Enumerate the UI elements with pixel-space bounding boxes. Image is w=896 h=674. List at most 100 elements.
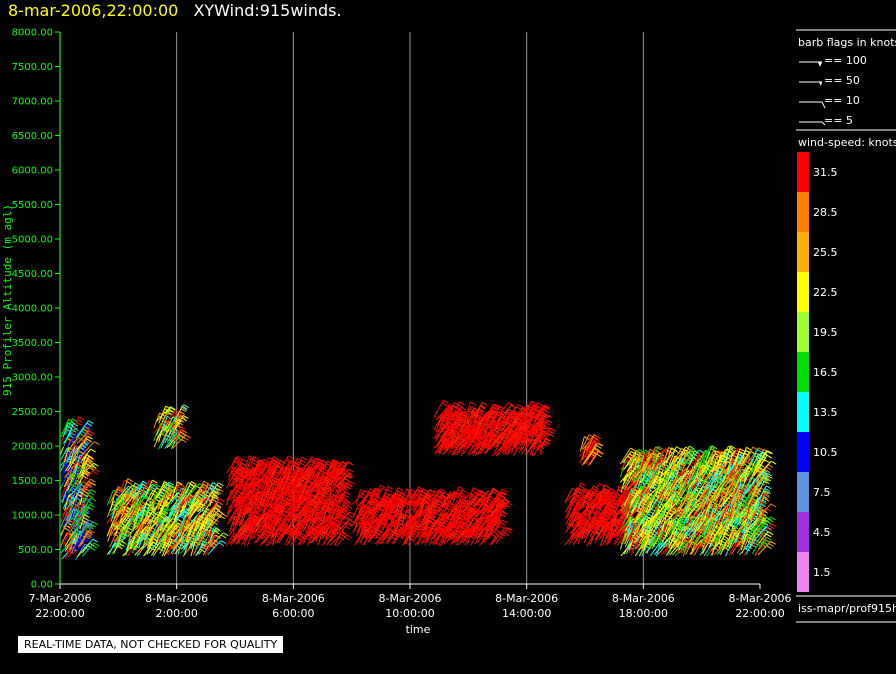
wind-barb bbox=[205, 514, 222, 532]
wind-barb bbox=[79, 497, 92, 515]
x-tick-label: 22:00:00 bbox=[735, 607, 784, 620]
speed-label: 31.5 bbox=[813, 166, 838, 179]
wind-barb bbox=[174, 405, 188, 423]
barb-legend-label: == 100 bbox=[824, 54, 867, 67]
x-tick-label: 8-Mar-2006 bbox=[612, 592, 675, 605]
wind-barb bbox=[209, 532, 229, 547]
y-tick-label: 1500.00 bbox=[12, 476, 53, 487]
speed-swatch bbox=[797, 392, 809, 432]
wind-barb bbox=[156, 480, 170, 498]
y-tick-label: 2000.00 bbox=[12, 442, 53, 453]
wind-barb bbox=[230, 456, 241, 473]
wind-barb bbox=[121, 478, 133, 498]
barb-legend-entry: == 50 bbox=[799, 74, 860, 87]
wind-barb bbox=[261, 457, 274, 477]
wind-barb bbox=[144, 479, 158, 498]
x-tick-label: 8-Mar-2006 bbox=[262, 592, 325, 605]
speed-swatch bbox=[797, 432, 809, 472]
wind-barb bbox=[209, 513, 228, 529]
wind-barb bbox=[159, 507, 171, 523]
y-tick-label: 4000.00 bbox=[12, 304, 53, 315]
wind-barb bbox=[81, 468, 100, 485]
y-tick-label: 0.00 bbox=[31, 580, 53, 591]
y-tick-label: 3000.00 bbox=[12, 373, 53, 384]
x-tick-label: 8-Mar-2006 bbox=[379, 592, 442, 605]
wind-barb bbox=[207, 540, 227, 555]
barb-legend-title: barb flags in knots bbox=[798, 36, 896, 49]
wind-barb bbox=[171, 481, 183, 499]
wind-barb bbox=[81, 478, 96, 491]
wind-barb bbox=[81, 430, 95, 444]
wind-barb bbox=[81, 538, 98, 554]
barb-legend-label: == 10 bbox=[824, 94, 860, 107]
wind-barbs bbox=[59, 399, 777, 561]
title-product: XYWind:915winds. bbox=[193, 1, 342, 20]
x-tick-label: 14:00:00 bbox=[502, 607, 551, 620]
wind-barb bbox=[209, 507, 221, 524]
y-axis-label: 915 Profiler Altitude (m agl) bbox=[1, 204, 14, 396]
wind-barb bbox=[247, 456, 260, 473]
wind-barb bbox=[81, 542, 100, 557]
wind-barb bbox=[81, 519, 95, 533]
speed-label: 13.5 bbox=[813, 406, 838, 419]
wind-barb bbox=[81, 454, 92, 469]
wind-barb bbox=[140, 483, 158, 499]
speed-legend-title: wind-speed: knots bbox=[798, 136, 896, 149]
quality-note: REAL-TIME DATA, NOT CHECKED FOR QUALITY bbox=[18, 636, 284, 653]
wind-barb bbox=[238, 511, 250, 527]
wind-barb bbox=[81, 441, 100, 456]
wind-barb bbox=[81, 497, 97, 512]
y-tick-label: 2500.00 bbox=[12, 407, 53, 418]
wind-barb bbox=[236, 458, 248, 474]
wind-barb bbox=[79, 503, 95, 522]
speed-swatch bbox=[797, 552, 809, 592]
wind-barb bbox=[209, 498, 225, 512]
speed-label: 28.5 bbox=[813, 206, 838, 219]
speed-label: 22.5 bbox=[813, 286, 838, 299]
speed-swatch bbox=[797, 352, 809, 392]
title-time: 8-mar-2006,22:00:00 bbox=[8, 1, 179, 20]
speed-swatch bbox=[797, 152, 809, 192]
y-tick-label: 6000.00 bbox=[12, 166, 53, 177]
wind-barb bbox=[295, 456, 308, 476]
x-tick-label: 18:00:00 bbox=[619, 607, 668, 620]
y-tick-label: 8000.00 bbox=[12, 28, 53, 39]
wind-barb bbox=[178, 520, 191, 538]
speed-swatch bbox=[797, 472, 809, 512]
speed-label: 7.5 bbox=[813, 486, 831, 499]
wind-barb bbox=[174, 414, 189, 429]
speed-label: 4.5 bbox=[813, 526, 831, 539]
barb-legend-label: == 50 bbox=[824, 74, 860, 87]
wind-barb bbox=[113, 539, 126, 554]
barb-legend-entries: == 100 == 50 == 10 == 5 bbox=[799, 54, 867, 127]
legend-panel: barb flags in knots == 100 == 50 == 10 == 5… bbox=[796, 29, 896, 623]
wind-barb bbox=[140, 502, 152, 522]
wind-barb bbox=[184, 484, 201, 501]
wind-barb bbox=[208, 488, 224, 506]
wind-barb bbox=[209, 491, 220, 507]
wind-barb bbox=[209, 528, 219, 543]
barb-legend-entry: == 10 bbox=[799, 94, 860, 109]
x-axis-label: time bbox=[406, 623, 431, 636]
speed-label: 25.5 bbox=[813, 246, 838, 259]
wind-barb bbox=[71, 416, 85, 435]
wind-barb bbox=[81, 489, 97, 504]
y-tick-label: 6500.00 bbox=[12, 131, 53, 142]
y-tick-label: 7500.00 bbox=[12, 62, 53, 73]
wind-barb bbox=[290, 467, 302, 482]
wind-barb bbox=[81, 465, 93, 480]
barb-legend-entry: == 100 bbox=[799, 54, 867, 67]
y-tick-label: 500.00 bbox=[18, 545, 53, 556]
speed-swatch bbox=[797, 272, 809, 312]
wind-barb bbox=[111, 486, 124, 500]
wind-barb bbox=[207, 482, 224, 498]
speed-label: 10.5 bbox=[813, 446, 838, 459]
wind-barb bbox=[299, 532, 315, 546]
x-tick-label: 10:00:00 bbox=[385, 607, 434, 620]
x-tick-label: 8-Mar-2006 bbox=[145, 592, 208, 605]
x-tick-label: 6:00:00 bbox=[272, 607, 314, 620]
y-tick-label: 7000.00 bbox=[12, 97, 53, 108]
wind-barb bbox=[161, 406, 176, 423]
wind-barb bbox=[174, 425, 186, 443]
barb-legend-entry: == 5 bbox=[799, 114, 853, 127]
